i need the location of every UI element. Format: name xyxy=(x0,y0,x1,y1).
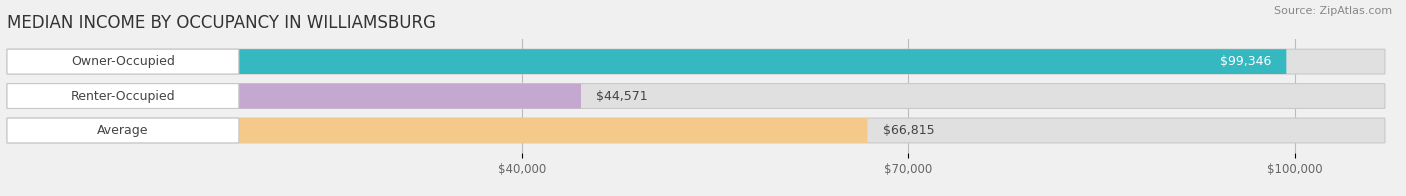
Text: Owner-Occupied: Owner-Occupied xyxy=(70,55,174,68)
FancyBboxPatch shape xyxy=(7,118,1385,143)
Text: $66,815: $66,815 xyxy=(883,124,935,137)
FancyBboxPatch shape xyxy=(7,49,1286,74)
Text: Renter-Occupied: Renter-Occupied xyxy=(70,90,176,103)
Text: $99,346: $99,346 xyxy=(1219,55,1271,68)
FancyBboxPatch shape xyxy=(7,84,1385,108)
FancyBboxPatch shape xyxy=(7,49,239,74)
Text: Average: Average xyxy=(97,124,149,137)
Text: Source: ZipAtlas.com: Source: ZipAtlas.com xyxy=(1274,6,1392,16)
FancyBboxPatch shape xyxy=(7,49,1385,74)
FancyBboxPatch shape xyxy=(7,118,239,143)
Text: MEDIAN INCOME BY OCCUPANCY IN WILLIAMSBURG: MEDIAN INCOME BY OCCUPANCY IN WILLIAMSBU… xyxy=(7,14,436,32)
FancyBboxPatch shape xyxy=(7,84,581,108)
FancyBboxPatch shape xyxy=(7,118,868,143)
FancyBboxPatch shape xyxy=(7,84,239,108)
Text: $44,571: $44,571 xyxy=(596,90,648,103)
